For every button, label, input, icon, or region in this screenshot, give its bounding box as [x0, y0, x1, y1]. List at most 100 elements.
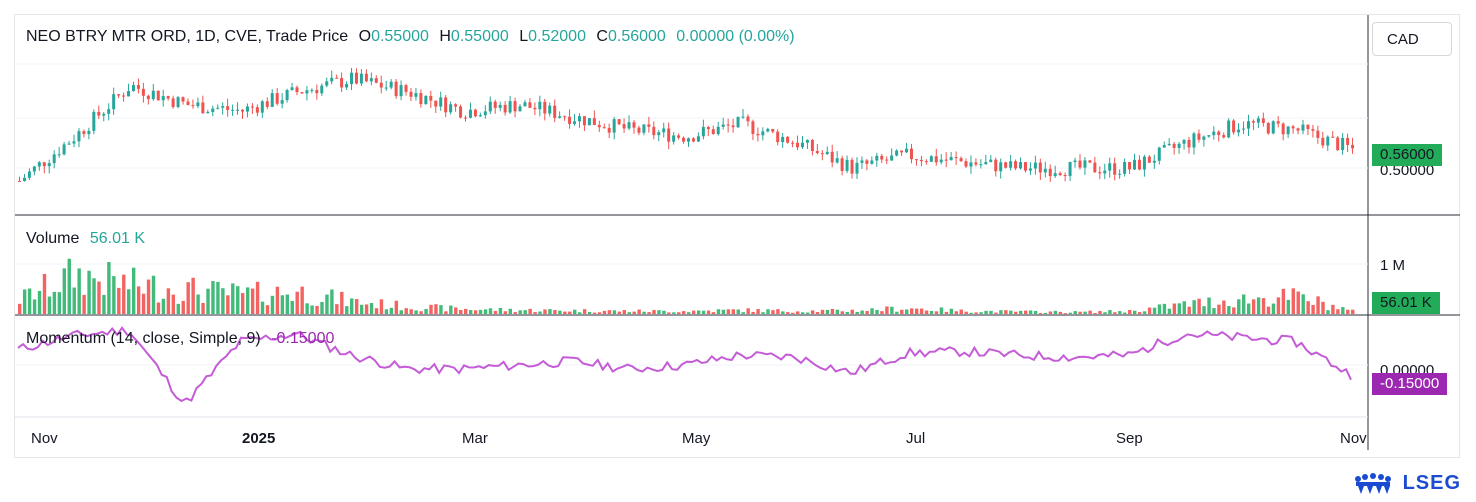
lseg-logo-icon: [1355, 472, 1391, 494]
candle-body: [335, 77, 339, 79]
candle-body: [1038, 162, 1042, 173]
candle-body: [1118, 173, 1122, 175]
candle-body: [439, 97, 443, 107]
candle-body: [919, 159, 923, 162]
volume-bar: [617, 311, 622, 314]
volume-bar: [1098, 311, 1102, 314]
candle-body: [632, 122, 636, 128]
volume-bar: [573, 309, 577, 314]
volume-bar: [236, 286, 240, 314]
volume-bar: [295, 291, 299, 314]
candle-body: [161, 96, 165, 101]
candle-body: [280, 100, 284, 104]
candle-body: [1108, 163, 1112, 171]
open-value: 0.55000: [371, 28, 429, 45]
candle-body: [1137, 159, 1141, 170]
candle-body: [954, 157, 958, 159]
volume-bar: [22, 289, 27, 314]
volume-bar: [1048, 311, 1053, 314]
candle-body: [910, 148, 913, 160]
candle-body: [196, 102, 200, 107]
candle-body: [969, 162, 973, 167]
candle-body: [716, 126, 720, 135]
candle-body: [721, 124, 725, 127]
volume-bar: [1251, 299, 1256, 314]
candle-body: [1098, 172, 1102, 174]
volume-bar: [924, 310, 929, 314]
volume-bar: [335, 304, 339, 314]
volume-bar: [984, 310, 988, 314]
candle-body: [657, 132, 661, 136]
volume-bar: [131, 267, 136, 314]
volume-bar: [1207, 297, 1211, 314]
volume-bar: [260, 301, 265, 314]
volume-bar: [974, 312, 978, 314]
volume-bar: [146, 279, 151, 314]
candle-body: [310, 89, 314, 91]
candle-body: [999, 162, 1003, 172]
candle-body: [617, 119, 621, 125]
volume-bar: [280, 295, 285, 314]
volume-bar: [1128, 309, 1132, 314]
volume-bar: [1197, 298, 1201, 314]
candle-body: [275, 93, 279, 104]
candle-body: [1019, 162, 1023, 169]
volume-bar: [825, 309, 830, 314]
volume-bar: [1242, 294, 1246, 314]
candle-body: [751, 121, 755, 134]
volume-bar: [399, 310, 403, 314]
candle-body: [1177, 143, 1181, 148]
momentum-legend: Momentum (14, close, Simple, 9) -0.15000: [26, 330, 334, 348]
candle-body: [92, 111, 96, 131]
volume-bar: [1073, 311, 1077, 314]
volume-bar: [597, 312, 602, 314]
volume-bar: [1336, 309, 1340, 314]
volume-bar: [880, 311, 884, 314]
candle-body: [1172, 143, 1176, 148]
volume-bar: [1023, 310, 1028, 314]
volume-bar: [895, 311, 899, 314]
candle-body: [637, 127, 641, 133]
candle-body: [295, 87, 299, 93]
candle-body: [186, 101, 190, 106]
volume-bar: [1237, 299, 1241, 314]
volume-bar: [1346, 309, 1350, 314]
candle-body: [1217, 131, 1221, 136]
volume-bar: [330, 289, 334, 314]
candle-body: [627, 122, 631, 129]
candle-body: [672, 135, 676, 142]
currency-selector[interactable]: CAD: [1372, 22, 1452, 56]
volume-bar: [424, 308, 428, 314]
candle-body: [47, 163, 51, 167]
candle-body: [112, 94, 116, 110]
candle-body: [1261, 118, 1265, 123]
candle-body: [1301, 124, 1305, 131]
candle-body: [87, 130, 91, 135]
candle-body: [404, 85, 408, 92]
volume-bar: [518, 310, 522, 314]
candle-body: [359, 73, 363, 84]
volume-bar: [77, 268, 81, 314]
candle-body: [191, 105, 195, 107]
volume-bar: [350, 298, 354, 314]
candle-body: [72, 141, 76, 144]
candle-body: [464, 117, 467, 119]
volume-bar: [250, 288, 255, 314]
volume-bar: [1167, 308, 1172, 314]
candle-body: [1222, 135, 1226, 138]
volume-bar: [1033, 310, 1038, 314]
candle-body: [379, 82, 383, 88]
candle-body: [27, 171, 31, 178]
candle-body: [1073, 160, 1077, 163]
candle-body: [320, 85, 324, 94]
volume-bar: [1053, 310, 1058, 314]
volume-bar: [117, 287, 121, 314]
candle-body: [1103, 170, 1107, 174]
candle-body: [746, 116, 750, 122]
volume-bar: [92, 278, 96, 314]
candle-body: [201, 102, 205, 114]
volume-bar: [409, 309, 413, 314]
momentum-title: Momentum (14, close, Simple, 9): [26, 330, 261, 347]
candle-body: [1331, 136, 1335, 138]
